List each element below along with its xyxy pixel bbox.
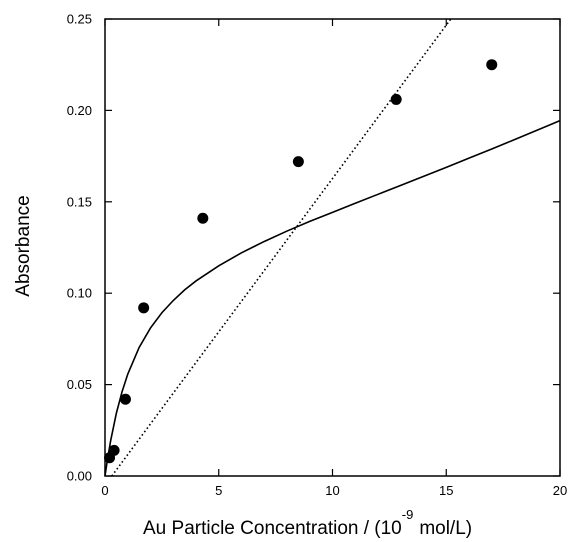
x-axis-label-exponent: -9 (402, 507, 414, 522)
y-tick-label: 0.05 (67, 377, 92, 392)
data-point (108, 444, 120, 456)
data-point (390, 93, 402, 105)
data-point (486, 59, 498, 71)
y-tick-label: 0.15 (67, 194, 92, 209)
x-axis-label-unit: mol/L) (419, 518, 472, 539)
x-tick-label: 10 (325, 483, 339, 498)
fit-curves (104, 18, 561, 477)
y-tick-label: 0.25 (67, 12, 92, 27)
data-point (292, 156, 304, 168)
tick-labels: 0 5 10 15 20 0.00 0.05 0.10 0.15 0.20 0.25 (67, 12, 568, 499)
x-tick-label: 5 (215, 483, 222, 498)
y-axis-label: Absorbance (13, 195, 34, 296)
data-point (197, 212, 209, 224)
data-points (104, 59, 498, 464)
x-tick-label: 15 (439, 483, 453, 498)
x-axis-label: Au Particle Concentration / (10-9 mol/L) (143, 507, 472, 539)
y-tick-label: 0.10 (67, 286, 92, 301)
x-tick-label: 0 (101, 483, 108, 498)
y-tick-label: 0.20 (67, 103, 92, 118)
data-point (138, 302, 150, 314)
saturation-fit-curve (104, 119, 561, 477)
y-tick-label: 0.00 (67, 469, 92, 484)
data-point (119, 393, 131, 405)
x-axis-label-main: Au Particle Concentration / (10 (143, 518, 402, 539)
plot-frame (104, 18, 561, 477)
x-tick-label: 20 (553, 483, 567, 498)
tick-marks (104, 18, 561, 477)
linear-fit-line (111, 18, 452, 477)
